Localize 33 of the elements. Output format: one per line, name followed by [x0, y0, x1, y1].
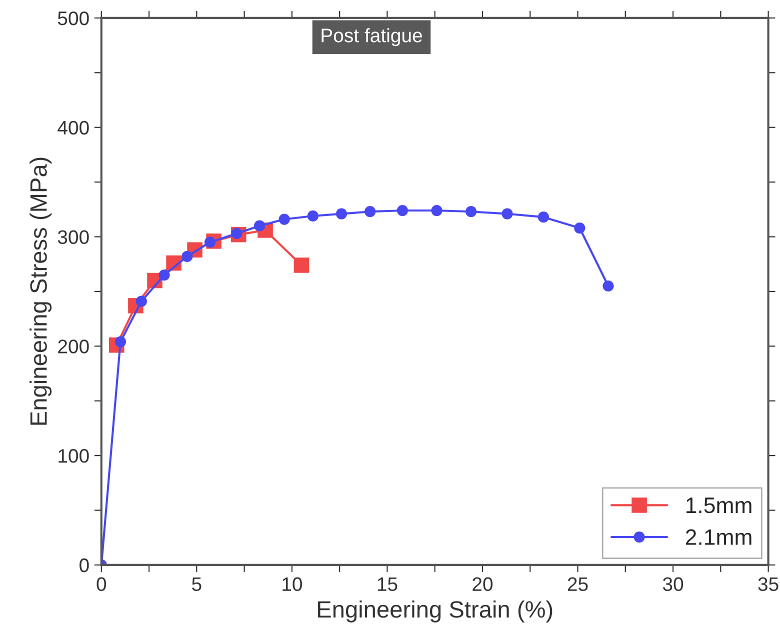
legend-label: 2.1mm: [686, 529, 752, 545]
point: [431, 204, 442, 216]
x-tick-label: 15: [378, 577, 398, 592]
point: [396, 204, 408, 216]
point: [465, 206, 477, 218]
point: [278, 214, 290, 225]
point: [158, 270, 170, 281]
y-tick-label: 100: [58, 449, 89, 463]
point: [182, 250, 193, 262]
point: [574, 222, 586, 234]
point: [364, 206, 376, 218]
y-tick-label: 300: [58, 230, 89, 244]
x-tick-label: 5: [192, 577, 202, 592]
point: [602, 280, 614, 292]
annotation: Post fatigue: [322, 28, 422, 46]
y-tick-label: 400: [58, 120, 89, 135]
point: [538, 212, 550, 223]
y-tick-label: 0: [80, 558, 89, 572]
x-tick-label: 20: [472, 577, 493, 592]
point: [336, 208, 348, 220]
x-tick-label: 25: [568, 577, 588, 592]
legend-label: 1.5mm: [686, 498, 752, 514]
x-tick-label: 10: [282, 577, 302, 592]
x-tick-label: 35: [758, 577, 778, 592]
x-tick-label: 30: [662, 577, 684, 592]
point: [502, 208, 513, 220]
y-axis-title: Engineering Stress (MPa): [30, 158, 52, 425]
point: [307, 210, 318, 222]
point: [294, 258, 310, 273]
y-tick-label: 500: [58, 11, 89, 26]
x-axis-title: Engineering Strain (%): [318, 600, 552, 622]
y-tick-label: 200: [58, 340, 89, 354]
x-tick-label: 0: [96, 577, 106, 592]
